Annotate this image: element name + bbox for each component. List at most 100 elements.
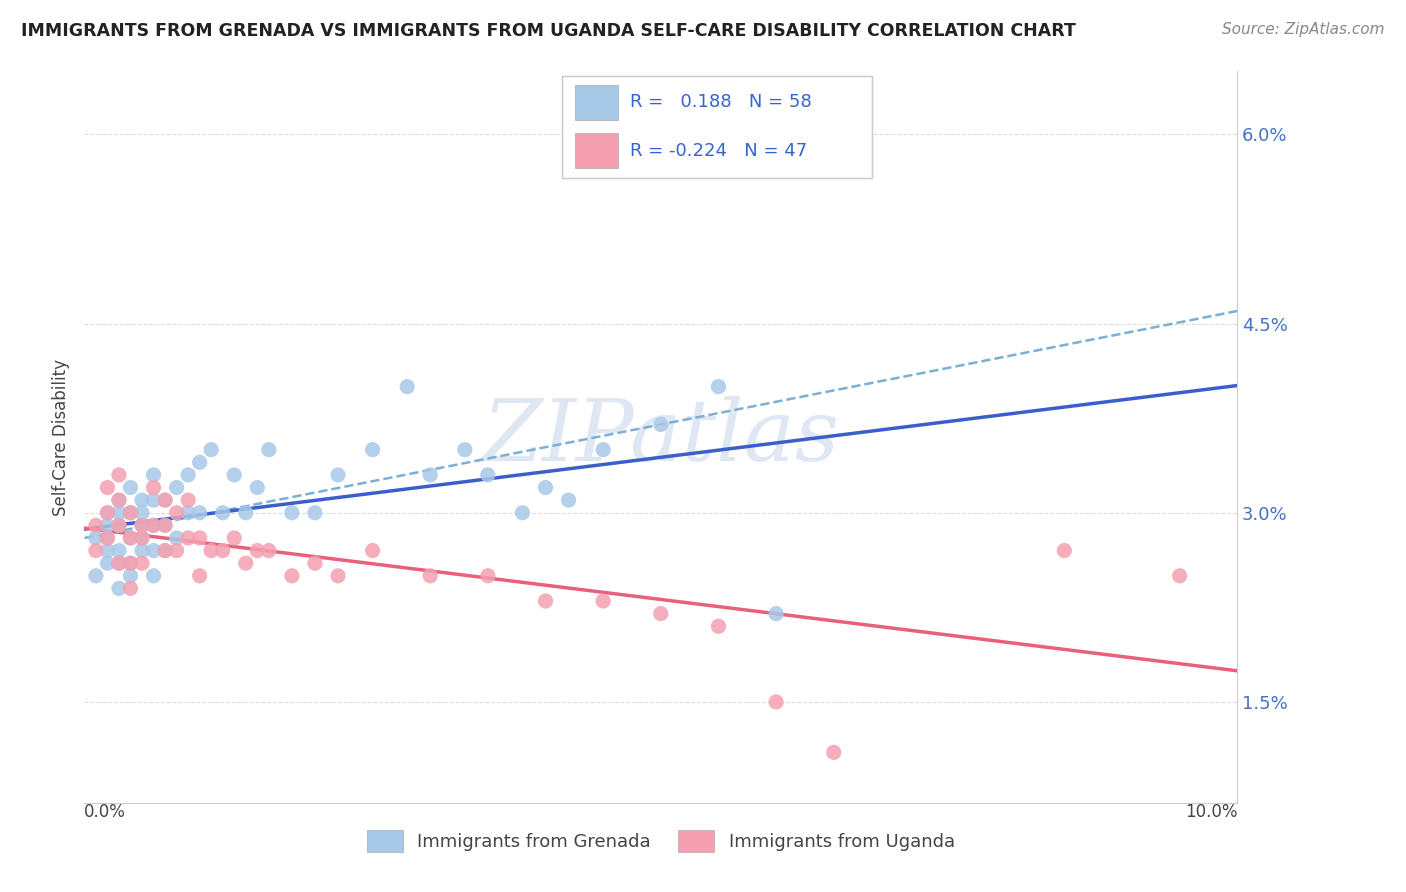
Point: [166, 481, 188, 495]
Point: [84, 543, 107, 558]
Point: [419, 569, 441, 583]
Point: [108, 506, 131, 520]
Point: [177, 506, 200, 520]
Legend: Immigrants from Grenada, Immigrants from Uganda: Immigrants from Grenada, Immigrants from…: [360, 823, 962, 860]
Point: [177, 467, 200, 482]
Point: [650, 607, 672, 621]
Point: [142, 518, 165, 533]
Point: [142, 543, 165, 558]
Point: [1053, 543, 1076, 558]
Point: [224, 531, 246, 545]
Point: [361, 543, 384, 558]
Point: [166, 506, 188, 520]
Point: [153, 518, 176, 533]
Point: [707, 619, 730, 633]
Point: [419, 467, 441, 482]
Point: [142, 481, 165, 495]
Point: [246, 543, 269, 558]
Point: [96, 543, 118, 558]
Point: [477, 467, 499, 482]
Point: [177, 531, 200, 545]
Text: 10.0%: 10.0%: [1185, 803, 1237, 821]
Point: [96, 531, 118, 545]
Point: [108, 543, 131, 558]
Point: [120, 531, 142, 545]
Point: [108, 556, 131, 570]
Point: [534, 481, 557, 495]
Point: [120, 556, 142, 570]
Point: [211, 506, 233, 520]
Point: [108, 493, 131, 508]
Point: [131, 531, 153, 545]
Point: [108, 518, 131, 533]
Point: [454, 442, 477, 457]
Point: [304, 556, 326, 570]
Text: R =   0.188   N = 58: R = 0.188 N = 58: [630, 94, 813, 112]
Bar: [575, 85, 619, 120]
Point: [188, 506, 211, 520]
Point: [326, 569, 349, 583]
Point: [304, 506, 326, 520]
Point: [142, 518, 165, 533]
Text: ZIPatlas: ZIPatlas: [482, 396, 839, 478]
Point: [257, 442, 280, 457]
Point: [1168, 569, 1191, 583]
Point: [153, 543, 176, 558]
Point: [224, 467, 246, 482]
Point: [257, 543, 280, 558]
Point: [84, 518, 107, 533]
Point: [108, 556, 131, 570]
Point: [281, 506, 304, 520]
Point: [166, 543, 188, 558]
Point: [592, 442, 614, 457]
Point: [765, 695, 787, 709]
Point: [153, 543, 176, 558]
Point: [557, 493, 579, 508]
Point: [96, 481, 118, 495]
Point: [246, 481, 269, 495]
Point: [131, 518, 153, 533]
Text: IMMIGRANTS FROM GRENADA VS IMMIGRANTS FROM UGANDA SELF-CARE DISABILITY CORRELATI: IMMIGRANTS FROM GRENADA VS IMMIGRANTS FR…: [21, 22, 1076, 40]
Point: [188, 455, 211, 469]
Point: [96, 506, 118, 520]
Point: [96, 506, 118, 520]
Point: [131, 543, 153, 558]
Point: [200, 543, 222, 558]
Point: [211, 543, 233, 558]
Point: [592, 594, 614, 608]
Point: [108, 467, 131, 482]
Point: [131, 518, 153, 533]
Point: [96, 556, 118, 570]
Point: [707, 379, 730, 393]
Point: [512, 506, 534, 520]
Point: [188, 569, 211, 583]
Point: [153, 518, 176, 533]
Point: [108, 518, 131, 533]
Point: [361, 442, 384, 457]
Point: [142, 467, 165, 482]
Point: [477, 569, 499, 583]
Point: [108, 582, 131, 596]
Point: [120, 556, 142, 570]
Point: [120, 506, 142, 520]
Point: [120, 506, 142, 520]
Point: [131, 531, 153, 545]
Point: [120, 569, 142, 583]
Text: R = -0.224   N = 47: R = -0.224 N = 47: [630, 142, 807, 160]
Point: [823, 745, 845, 759]
Point: [166, 531, 188, 545]
Point: [235, 556, 257, 570]
Point: [153, 493, 176, 508]
Point: [177, 493, 200, 508]
Point: [142, 569, 165, 583]
Point: [84, 531, 107, 545]
Point: [96, 518, 118, 533]
Y-axis label: Self-Care Disability: Self-Care Disability: [52, 359, 70, 516]
Point: [131, 556, 153, 570]
Point: [235, 506, 257, 520]
Text: Source: ZipAtlas.com: Source: ZipAtlas.com: [1222, 22, 1385, 37]
Text: 0.0%: 0.0%: [84, 803, 127, 821]
Point: [131, 493, 153, 508]
Point: [120, 531, 142, 545]
Point: [108, 493, 131, 508]
